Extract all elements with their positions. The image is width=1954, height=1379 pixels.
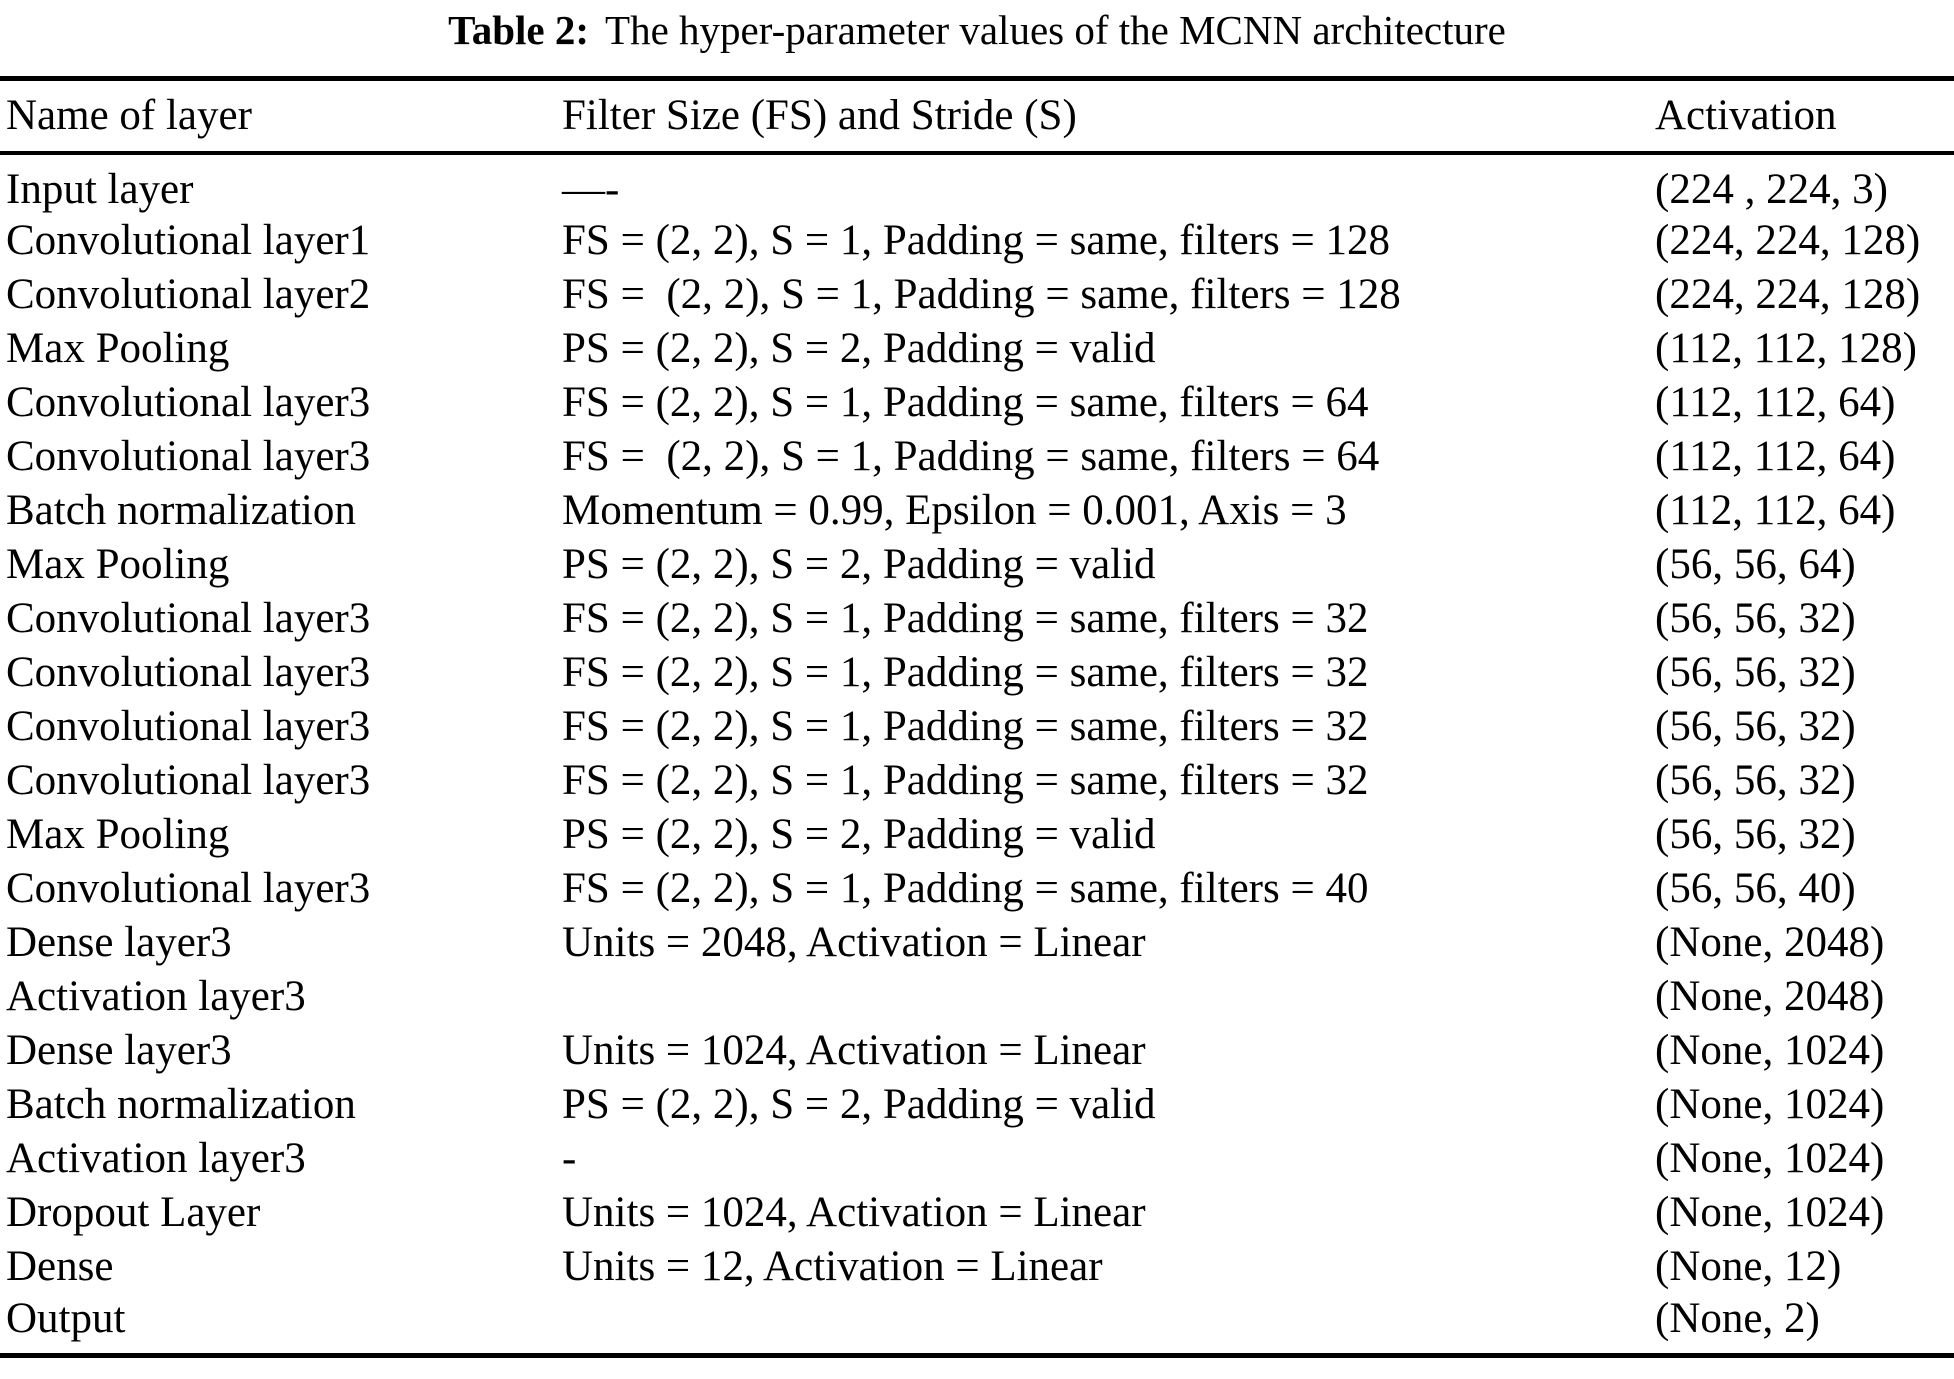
- activation-cell: (None, 2): [1655, 1294, 1820, 1342]
- filter-stride-cell: Units = 1024, Activation = Linear: [562, 1189, 1146, 1236]
- layer-name-cell: Convolutional layer3: [6, 649, 371, 696]
- table-row: Batch normalization Momentum = 0.99, Epsi…: [0, 484, 1954, 538]
- activation-cell: (56, 56, 40): [1655, 865, 1856, 912]
- filter-stride-cell: —-: [562, 165, 620, 213]
- layer-name-cell: Convolutional layer3: [6, 595, 371, 642]
- table-row: Convolutional layer3 FS = (2, 2), S = 1, …: [0, 646, 1954, 700]
- layer-name-cell: Max Pooling: [6, 541, 230, 588]
- filter-stride-cell: FS = (2, 2), S = 1, Padding = same, filt…: [562, 865, 1369, 912]
- table-row: Convolutional layer3 FS = (2, 2), S = 1, …: [0, 862, 1954, 916]
- filter-stride-cell: Units = 12, Activation = Linear: [562, 1243, 1103, 1290]
- filter-stride-cell: FS = (2, 2), S = 1, Padding = same, filt…: [562, 217, 1390, 264]
- activation-cell: (56, 56, 32): [1655, 811, 1856, 858]
- activation-cell: (112, 112, 64): [1655, 379, 1896, 426]
- table-row: Convolutional layer3 FS = (2, 2), S = 1, …: [0, 430, 1954, 484]
- filter-stride-cell: FS = (2, 2), S = 1, Padding = same, filt…: [562, 595, 1369, 642]
- activation-cell: (56, 56, 32): [1655, 757, 1856, 804]
- activation-cell: (224, 224, 128): [1655, 271, 1921, 318]
- layer-name-cell: Convolutional layer2: [6, 271, 371, 318]
- hyperparameter-table: Name of layer Filter Size (FS) and Strid…: [0, 76, 1954, 1358]
- layer-name-cell: Batch normalization: [6, 487, 356, 534]
- header-name-of-layer: Name of layer: [0, 78, 562, 155]
- filter-stride-cell: FS = (2, 2), S = 1, Padding = same, filt…: [562, 703, 1369, 750]
- layer-name-cell: Convolutional layer3: [6, 865, 371, 912]
- activation-cell: (56, 56, 32): [1655, 703, 1856, 750]
- table-row: Dense layer3 Units = 2048, Activation = L…: [0, 916, 1954, 970]
- activation-cell: (112, 112, 128): [1655, 325, 1917, 372]
- filter-stride-cell: PS = (2, 2), S = 2, Padding = valid: [562, 541, 1156, 588]
- table-row: Convolutional layer3 FS = (2, 2), S = 1, …: [0, 754, 1954, 808]
- layer-name-cell: Max Pooling: [6, 811, 230, 858]
- header-activation: Activation: [1655, 78, 1954, 155]
- activation-cell: (None, 1024): [1655, 1081, 1885, 1128]
- table-row: Max Pooling PS = (2, 2), S = 2, Padding =…: [0, 808, 1954, 862]
- filter-stride-cell: FS = (2, 2), S = 1, Padding = same, filt…: [562, 271, 1401, 318]
- layer-name-cell: Output: [6, 1294, 126, 1342]
- filter-stride-cell: [562, 1294, 1655, 1356]
- table-row: Input layer —- (224 , 224, 3): [0, 153, 1954, 214]
- layer-name-cell: Activation layer3: [6, 1135, 306, 1182]
- layer-name-cell: Dense layer3: [6, 1027, 232, 1074]
- table-row: Dense layer3 Units = 1024, Activation = L…: [0, 1024, 1954, 1078]
- layer-name-cell: Dropout Layer: [6, 1189, 261, 1236]
- filter-stride-cell: FS = (2, 2), S = 1, Padding = same, filt…: [562, 649, 1369, 696]
- table-caption-text: The hyper-parameter values of the MCNN a…: [605, 7, 1506, 53]
- filter-stride-cell: PS = (2, 2), S = 2, Padding = valid: [562, 325, 1156, 372]
- table-row: Convolutional layer1 FS = (2, 2), S = 1, …: [0, 214, 1954, 268]
- activation-cell: (112, 112, 64): [1655, 433, 1896, 480]
- filter-stride-cell: Units = 2048, Activation = Linear: [562, 919, 1146, 966]
- table-row: Activation layer3 - (None, 1024): [0, 1132, 1954, 1186]
- table-row: Output (None, 2): [0, 1294, 1954, 1356]
- filter-stride-cell: Units = 1024, Activation = Linear: [562, 1027, 1146, 1074]
- filter-stride-cell: -: [562, 1135, 577, 1182]
- table-row: Max Pooling PS = (2, 2), S = 2, Padding =…: [0, 322, 1954, 376]
- filter-stride-cell: FS = (2, 2), S = 1, Padding = same, filt…: [562, 757, 1369, 804]
- activation-cell: (None, 1024): [1655, 1027, 1885, 1074]
- table-row: Dense Units = 12, Activation = Linear (Non…: [0, 1240, 1954, 1294]
- filter-stride-cell: [562, 970, 1655, 1024]
- layer-name-cell: Convolutional layer3: [6, 703, 371, 750]
- activation-cell: (None, 2048): [1655, 973, 1885, 1020]
- layer-name-cell: Dense layer3: [6, 919, 232, 966]
- table-row: Convolutional layer3 FS = (2, 2), S = 1, …: [0, 376, 1954, 430]
- table-row: Convolutional layer3 FS = (2, 2), S = 1, …: [0, 700, 1954, 754]
- table-row: Convolutional layer3 FS = (2, 2), S = 1, …: [0, 592, 1954, 646]
- layer-name-cell: Activation layer3: [6, 973, 306, 1020]
- activation-cell: (None, 1024): [1655, 1189, 1885, 1236]
- filter-stride-cell: Momentum = 0.99, Epsilon = 0.001, Axis =…: [562, 487, 1347, 534]
- table-row: Activation layer3 (None, 2048): [0, 970, 1954, 1024]
- activation-cell: (112, 112, 64): [1655, 487, 1896, 534]
- table-row: Dropout Layer Units = 1024, Activation = …: [0, 1186, 1954, 1240]
- table-body: Input layer —- (224 , 224, 3) Convolutional…: [0, 153, 1954, 1356]
- table-row: Max Pooling PS = (2, 2), S = 2, Padding =…: [0, 538, 1954, 592]
- layer-name-cell: Convolutional layer3: [6, 757, 371, 804]
- activation-cell: (None, 2048): [1655, 919, 1885, 966]
- activation-cell: (56, 56, 64): [1655, 541, 1856, 588]
- layer-name-cell: Input layer: [6, 165, 194, 213]
- table-row: Convolutional layer2 FS = (2, 2), S = 1, …: [0, 268, 1954, 322]
- activation-cell: (None, 12): [1655, 1243, 1842, 1290]
- layer-name-cell: Convolutional layer1: [6, 217, 371, 264]
- table-caption-label: Table 2:: [448, 7, 590, 53]
- activation-cell: (None, 1024): [1655, 1135, 1885, 1182]
- filter-stride-cell: PS = (2, 2), S = 2, Padding = valid: [562, 1081, 1156, 1128]
- header-row: Name of layer Filter Size (FS) and Strid…: [0, 78, 1954, 155]
- filter-stride-cell: FS = (2, 2), S = 1, Padding = same, filt…: [562, 379, 1369, 426]
- activation-cell: (224 , 224, 3): [1655, 165, 1888, 213]
- filter-stride-cell: FS = (2, 2), S = 1, Padding = same, filt…: [562, 433, 1380, 480]
- layer-name-cell: Batch normalization: [6, 1081, 356, 1128]
- activation-cell: (224, 224, 128): [1655, 217, 1921, 264]
- table-row: Batch normalization PS = (2, 2), S = 2, P…: [0, 1078, 1954, 1132]
- activation-cell: (56, 56, 32): [1655, 649, 1856, 696]
- header-filter-size-stride: Filter Size (FS) and Stride (S): [562, 78, 1655, 155]
- layer-name-cell: Convolutional layer3: [6, 433, 371, 480]
- activation-cell: (56, 56, 32): [1655, 595, 1856, 642]
- filter-stride-cell: PS = (2, 2), S = 2, Padding = valid: [562, 811, 1156, 858]
- layer-name-cell: Dense: [6, 1243, 114, 1290]
- layer-name-cell: Convolutional layer3: [6, 379, 371, 426]
- table-caption: Table 2: The hyper-parameter values of th…: [0, 0, 1954, 76]
- layer-name-cell: Max Pooling: [6, 325, 230, 372]
